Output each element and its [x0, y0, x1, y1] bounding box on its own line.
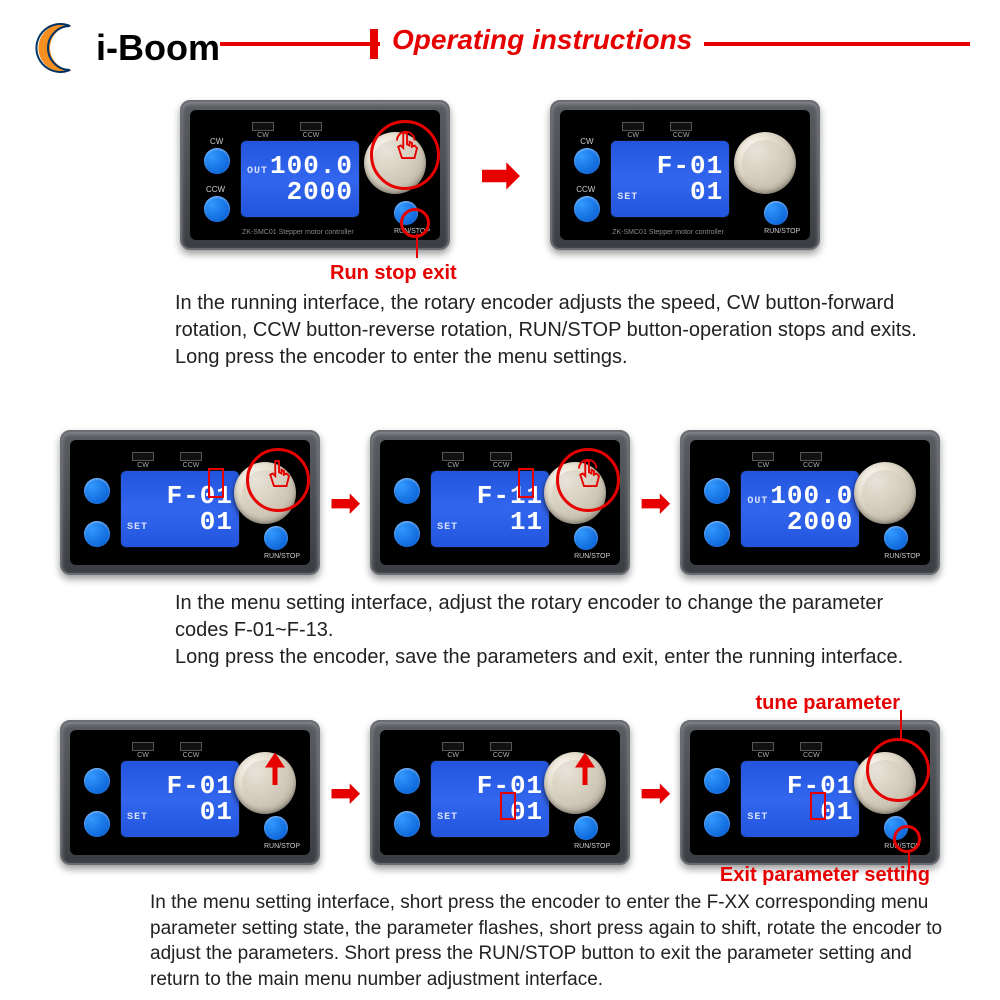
cw-button[interactable]	[84, 478, 110, 504]
cw-button[interactable]	[204, 148, 230, 174]
lcd-display: F-01 SET01	[120, 760, 240, 838]
logo-crescent-icon	[30, 18, 90, 78]
cw-button[interactable]	[84, 768, 110, 794]
ccw-button[interactable]	[84, 811, 110, 837]
digit-highlight-box	[208, 468, 224, 498]
digit-highlight-box	[518, 468, 534, 498]
lcd-value2: 01	[148, 509, 233, 535]
arrow-right-icon: ➡	[480, 147, 520, 203]
knob-highlight-circle	[866, 738, 930, 802]
hand-pointer-icon	[574, 458, 604, 494]
lcd-value2: 11	[458, 509, 543, 535]
lcd-display: F-01 SET01	[740, 760, 860, 838]
step1-row: CW CCW CW CCW OUT100.0 2000 ZK-SMC01 Step…	[180, 100, 820, 250]
lcd-value2: 01	[638, 179, 723, 205]
ccw-button[interactable]	[704, 521, 730, 547]
title-divider: Operating instructions	[220, 42, 970, 46]
lcd-value1: F-01	[437, 773, 543, 799]
lcd-display: OUT100.0 2000	[740, 470, 860, 548]
ccw-button[interactable]	[204, 196, 230, 222]
cw-button[interactable]	[704, 768, 730, 794]
cw-button[interactable]	[394, 478, 420, 504]
arrow-up-icon	[260, 750, 290, 790]
lcd-value2: 2000	[247, 179, 353, 205]
ccw-button[interactable]	[84, 521, 110, 547]
cw-button[interactable]	[704, 478, 730, 504]
step2-description: In the menu setting interface, adjust th…	[175, 590, 930, 671]
digit-highlight-box	[810, 792, 826, 820]
page-title: Operating instructions	[380, 24, 704, 56]
lcd-display: F-01 SET01	[430, 760, 550, 838]
cw-button[interactable]	[574, 148, 600, 174]
arrow-right-icon: ➡	[330, 482, 360, 524]
step1-description: In the running interface, the rotary enc…	[175, 290, 930, 371]
runstop-button[interactable]	[264, 816, 288, 840]
callout-line	[900, 710, 902, 740]
lcd-value1: F-01	[617, 153, 723, 179]
step3-row: CWCCW F-01 SET01 RUN/STOP ➡ CWCCW	[60, 720, 940, 865]
brand-text: i-Boom	[96, 27, 220, 69]
cw-label: CW	[210, 137, 223, 146]
lcd-value2: 2000	[747, 509, 853, 535]
arrow-up-icon	[570, 750, 600, 790]
tune-parameter-caption: tune parameter	[756, 692, 901, 715]
step3-description: In the menu setting interface, short pre…	[150, 890, 950, 993]
lcd-display: OUT100.0 2000	[240, 140, 360, 218]
step2-row: CWCCW F-01 SET01 RUN/STOP ➡ CWCCW	[60, 430, 940, 575]
rotary-encoder-knob[interactable]	[734, 132, 796, 194]
controller-device: CWCCW OUT100.0 2000 RUN/STOP	[680, 430, 940, 575]
runstop-exit-caption: Run stop exit	[330, 262, 457, 285]
rotary-encoder-knob[interactable]	[854, 462, 916, 524]
exit-param-caption: Exit parameter setting	[720, 864, 930, 887]
lcd-value1: 100.0	[268, 153, 353, 179]
ccw-button[interactable]	[394, 811, 420, 837]
ccw-button[interactable]	[704, 811, 730, 837]
callout-line	[416, 234, 418, 258]
hand-pointer-icon	[264, 458, 294, 494]
ccw-button[interactable]	[394, 521, 420, 547]
ccw-label: CCW	[206, 185, 225, 194]
led-cw-label: CW	[252, 132, 274, 139]
runstop-highlight-circle	[400, 208, 430, 238]
runstop-button[interactable]	[264, 526, 288, 550]
digit-highlight-box	[500, 792, 516, 820]
runstop-button rotary[interactable]	[884, 526, 908, 550]
controller-device: CWCCW F-01 SET01 RUN/STOP	[60, 720, 320, 865]
controller-device: CWCCW CW CCW F-01 SET01 ZK-SMC01 Stepper…	[550, 100, 820, 250]
lcd-value2: 01	[148, 799, 233, 825]
runstop-button[interactable]	[574, 526, 598, 550]
arrow-right-icon: ➡	[640, 772, 670, 814]
lcd-display: F-01 SET01	[610, 140, 730, 218]
runstop-button[interactable]	[764, 201, 788, 225]
hand-pointer-icon	[392, 130, 422, 166]
brand-logo: i-Boom	[30, 18, 220, 78]
led-ccw-label: CCW	[300, 132, 322, 139]
subtitle-label: Stepper motor controller	[279, 229, 354, 236]
lcd-value1: 100.0	[768, 483, 853, 509]
lcd-value1: F-01	[127, 773, 233, 799]
lcd-value1: F-01	[747, 773, 853, 799]
model-label: ZK-SMC01	[242, 229, 277, 236]
arrow-right-icon: ➡	[330, 772, 360, 814]
lcd-prefix: OUT	[247, 166, 268, 177]
arrow-right-icon: ➡	[640, 482, 670, 524]
ccw-button[interactable]	[574, 196, 600, 222]
runstop-button[interactable]	[574, 816, 598, 840]
cw-button[interactable]	[394, 768, 420, 794]
title-bar-icon	[370, 29, 378, 59]
